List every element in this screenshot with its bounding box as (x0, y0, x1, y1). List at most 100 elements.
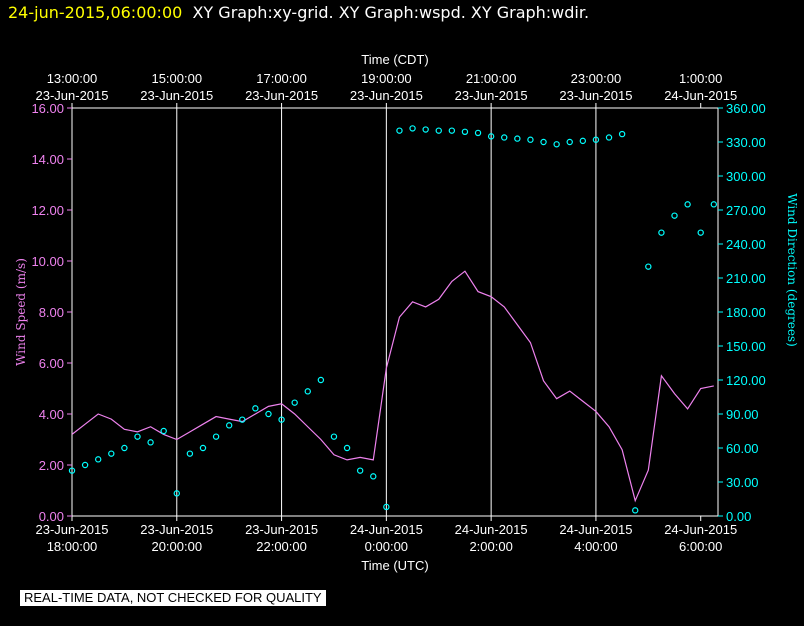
graph-titles: XY Graph:xy-grid. XY Graph:wspd. XY Grap… (192, 3, 590, 22)
left-tick-label: 14.00 (31, 152, 64, 167)
right-tick-label: 240.00 (726, 237, 766, 252)
left-tick-label: 16.00 (31, 101, 64, 116)
series-point-wdir (330, 433, 338, 440)
right-tick-label: 360.00 (726, 101, 766, 116)
bottom-tick-date: 23-Jun-2015 (140, 522, 213, 537)
bottom-tick-date: 23-Jun-2015 (36, 522, 109, 537)
bottom-tick-date: 24-Jun-2015 (350, 522, 423, 537)
series-point-wdir (317, 376, 325, 384)
left-tick-label: 8.00 (39, 305, 64, 320)
series-point-wdir (527, 136, 534, 143)
left-tick-label: 10.00 (31, 254, 64, 269)
bottom-tick-time: 22:00:00 (256, 539, 307, 554)
right-tick-label: 210.00 (726, 271, 766, 286)
top-tick-time: 1:00:00 (679, 71, 722, 86)
series-point-wdir (147, 439, 154, 446)
right-tick-label: 30.00 (726, 475, 759, 490)
series-point-wdir (291, 399, 298, 406)
series-point-wdir (212, 433, 220, 440)
top-tick-time: 21:00:00 (466, 71, 517, 86)
bottom-tick-time: 0:00:00 (365, 539, 408, 554)
top-tick-date: 23-Jun-2015 (245, 88, 318, 103)
series-point-wdir (501, 134, 508, 141)
left-tick-label: 12.00 (31, 203, 64, 218)
top-tick-date: 23-Jun-2015 (559, 88, 632, 103)
quality-notice: REAL-TIME DATA, NOT CHECKED FOR QUALITY (20, 590, 326, 606)
top-tick-date: 23-Jun-2015 (36, 88, 109, 103)
bottom-tick-date: 24-Jun-2015 (559, 522, 632, 537)
series-point-wdir (343, 444, 351, 452)
top-tick-time: 15:00:00 (151, 71, 202, 86)
series-point-wdir (422, 126, 429, 133)
series-point-wdir (579, 137, 587, 145)
right-tick-label: 270.00 (726, 203, 766, 218)
timestamp: 24-jun-2015,06:00:00 (8, 3, 183, 22)
series-point-wdir (632, 507, 639, 514)
series-point-wdir (160, 427, 167, 435)
series-point-wdir (370, 473, 377, 480)
graph-header: 24-jun-2015,06:00:00 XY Graph:xy-grid. X… (8, 3, 589, 22)
top-axis-title: Time (CDT) (361, 52, 428, 67)
series-point-wdir (474, 129, 482, 137)
series-point-wdir (304, 388, 311, 395)
series-point-wdir (448, 127, 456, 134)
series-point-wdir (461, 128, 469, 135)
series-point-wdir (383, 503, 390, 511)
right-tick-label: 150.00 (726, 339, 766, 354)
series-point-wdir (94, 456, 102, 463)
series-point-wdir (278, 416, 285, 423)
top-tick-date: 23-Jun-2015 (350, 88, 423, 103)
series-point-wdir (592, 136, 600, 143)
bottom-tick-time: 18:00:00 (47, 539, 98, 554)
series-point-wdir (618, 130, 626, 138)
series-point-wdir (514, 135, 521, 142)
series-point-wdir (697, 229, 704, 236)
right-axis-title: Wind Direction (degrees) (785, 193, 799, 347)
bottom-tick-date: 24-Jun-2015 (664, 522, 737, 537)
series-point-wdir (81, 461, 89, 469)
grid-lines (176, 108, 597, 516)
left-tick-label: 6.00 (39, 356, 64, 371)
series-point-wdir (566, 138, 573, 146)
right-tick-label: 90.00 (726, 407, 759, 422)
series-point-wdir (396, 127, 403, 134)
top-tick-date: 23-Jun-2015 (455, 88, 528, 103)
series-point-wdir (605, 134, 613, 141)
top-tick-time: 19:00:00 (361, 71, 412, 86)
bottom-tick-time: 2:00:00 (469, 539, 512, 554)
series-point-wdir (684, 201, 691, 208)
series-line-wspd (71, 270, 714, 503)
bottom-tick-time: 20:00:00 (151, 539, 202, 554)
right-tick-label: 60.00 (726, 441, 759, 456)
bottom-tick-date: 23-Jun-2015 (245, 522, 318, 537)
series-point-wdir (671, 212, 678, 219)
axis-ticks: 23-Jun-2015 18:00:00 23-Jun-2015 20:00:00 23… (31, 71, 765, 554)
bottom-axis-title: Time (UTC) (361, 558, 428, 573)
series-point-wdir (134, 433, 141, 440)
series-point-wdir (225, 422, 233, 429)
series-point-wdir (409, 125, 416, 132)
series-point-wdir (239, 416, 246, 423)
plot-border (71, 107, 719, 517)
series-layer (68, 125, 718, 514)
series-point-wdir (553, 141, 560, 148)
series-point-wdir (645, 263, 652, 270)
series-point-wdir (108, 450, 115, 457)
left-tick-label: 2.00 (39, 458, 64, 473)
top-tick-time: 17:00:00 (256, 71, 307, 86)
series-point-wdir (265, 410, 272, 418)
left-axis-title: Wind Speed (m/s) (14, 258, 28, 366)
series-point-wdir (356, 467, 364, 474)
series-point-wdir (199, 444, 207, 452)
right-tick-label: 0.00 (726, 509, 751, 524)
bottom-tick-time: 6:00:00 (679, 539, 722, 554)
series-point-wdir (252, 405, 259, 412)
top-tick-date: 23-Jun-2015 (140, 88, 213, 103)
series-point-wdir (487, 133, 495, 140)
series-point-wdir (68, 467, 76, 474)
series-point-wdir (435, 127, 442, 134)
top-tick-date: 24-Jun-2015 (664, 88, 737, 103)
bottom-tick-date: 24-Jun-2015 (455, 522, 528, 537)
right-tick-label: 120.00 (726, 373, 766, 388)
